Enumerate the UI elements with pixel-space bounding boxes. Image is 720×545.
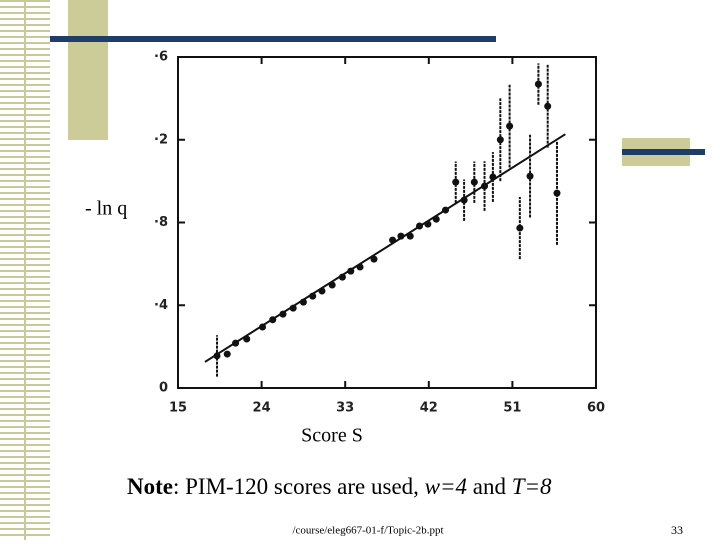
x-tick-label: 15 (169, 401, 187, 416)
y-tick-label: 0 (159, 381, 168, 396)
data-point (534, 80, 542, 88)
data-point (356, 263, 364, 271)
y-tick-label: ·4 (154, 298, 168, 313)
data-point (416, 222, 424, 230)
data-point (424, 220, 432, 228)
y-tick-label: ·8 (154, 215, 168, 230)
data-point (370, 255, 378, 263)
deco-line (50, 36, 496, 42)
data-point (259, 323, 267, 331)
data-point (506, 122, 514, 130)
note-t: T=8 (512, 474, 552, 499)
x-tick-label: 60 (587, 401, 605, 416)
data-point (338, 273, 346, 281)
data-point (406, 232, 414, 240)
x-tick-label: 42 (420, 401, 438, 416)
data-point (232, 339, 240, 347)
fit-line (204, 133, 566, 363)
data-point (243, 335, 251, 343)
data-point (460, 196, 468, 204)
data-point (213, 352, 221, 360)
data-point (544, 102, 552, 110)
x-axis-label: Score S (301, 425, 363, 447)
data-point (452, 178, 460, 186)
deco-line (622, 149, 705, 155)
data-point (299, 298, 307, 306)
data-point (432, 215, 440, 223)
y-tick-label: ·2 (154, 132, 168, 147)
data-point (347, 267, 355, 275)
data-point (516, 224, 524, 232)
data-point (442, 206, 450, 214)
data-point (526, 172, 534, 180)
note-text: : PIM-120 scores are used, (173, 474, 425, 499)
page-number: 33 (671, 523, 683, 537)
data-point (223, 350, 231, 358)
data-point (496, 136, 504, 144)
note-w: w=4 (425, 474, 467, 499)
note: Note: PIM-120 scores are used, w=4 and T… (127, 474, 552, 499)
deco-block (68, 0, 108, 140)
x-tick-label: 33 (336, 401, 354, 416)
data-point (318, 287, 326, 295)
x-tick-label: 24 (253, 401, 271, 416)
data-point (289, 304, 297, 312)
y-tick-label: ·6 (154, 50, 168, 65)
data-point (328, 281, 336, 289)
note-label: Note (127, 474, 173, 499)
y-axis-label: - ln q (85, 198, 127, 220)
data-point (269, 316, 277, 324)
data-point (489, 173, 497, 181)
data-point (279, 310, 287, 318)
note-text: and (467, 474, 512, 499)
data-point (389, 236, 397, 244)
data-point (481, 182, 489, 190)
data-point (397, 232, 405, 240)
x-tick-label: 51 (503, 401, 521, 416)
data-point (553, 189, 561, 197)
side-stripes (0, 0, 50, 540)
data-point (309, 292, 317, 300)
footer-path: /course/eleg667-01-f/Topic-2b.ppt (292, 525, 443, 537)
data-point (470, 178, 478, 186)
